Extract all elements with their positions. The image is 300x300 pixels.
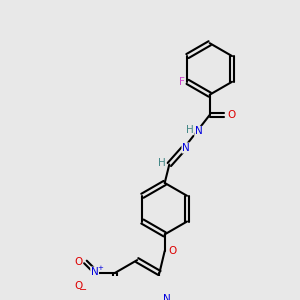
Text: −: − [79,286,87,296]
Text: O: O [168,246,176,256]
Text: H: H [186,124,194,135]
Text: +: + [97,266,103,272]
Text: O: O [74,281,82,291]
Text: N: N [163,294,171,300]
Text: F: F [179,77,185,87]
Text: O: O [74,257,82,267]
Text: N: N [182,143,190,153]
Text: H: H [158,158,166,168]
Text: N: N [91,267,98,277]
Text: N: N [195,126,203,136]
Text: O: O [228,110,236,120]
